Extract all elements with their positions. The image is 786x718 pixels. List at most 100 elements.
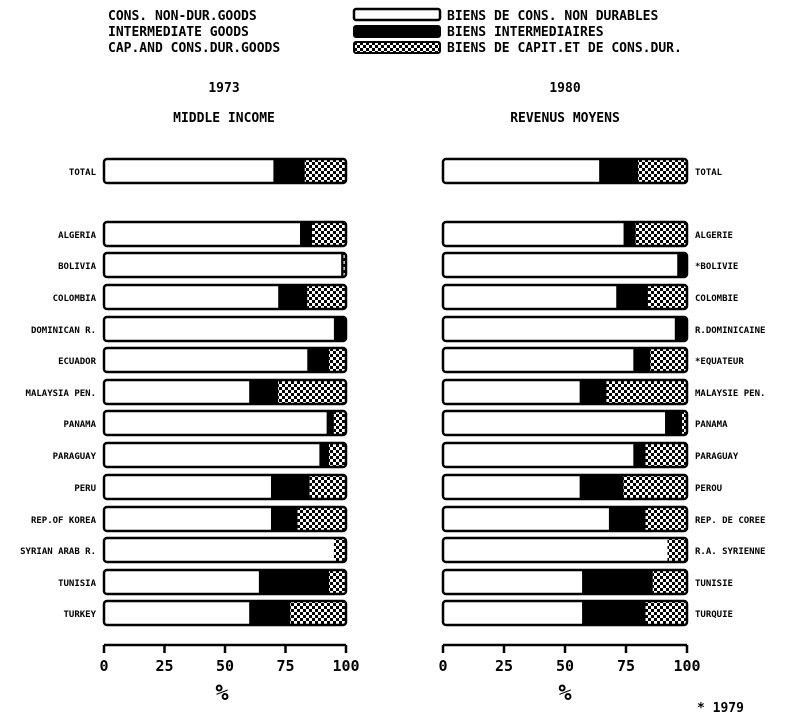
bar-1973-9-s0 bbox=[104, 475, 271, 499]
bar-1980-7-s0 bbox=[443, 411, 666, 435]
bar-1980-13-s1 bbox=[582, 601, 646, 625]
category-label-1973-5: ECUADOR bbox=[58, 357, 97, 367]
bar-frame-1980-0 bbox=[441, 157, 689, 185]
bar-1973-9-s1 bbox=[270, 475, 310, 499]
footnote: * 1979 bbox=[697, 701, 744, 716]
category-label-1973-6: MALAYSIA PEN. bbox=[26, 389, 96, 399]
plot-1980: TOTAL ALGERIE *BOLIVIE COLOMBIE R.DOMINICAIN… bbox=[438, 157, 765, 675]
bar-1973-12-s0 bbox=[104, 570, 259, 594]
category-label-1973-12: TUNISIA bbox=[58, 579, 97, 589]
bar-1973-0-s1 bbox=[273, 159, 305, 183]
bar-1980-6-s2 bbox=[606, 380, 687, 404]
bar-frame-1980-8 bbox=[441, 441, 689, 469]
bar-1980-1-s1 bbox=[623, 222, 636, 246]
category-label-1980-1: ALGERIE bbox=[695, 231, 733, 241]
category-label-1973-11: SYRIAN ARAB R. bbox=[20, 547, 96, 557]
bar-1980-10-s2 bbox=[645, 507, 687, 531]
title-1980: REVENUS MOYENS bbox=[510, 111, 620, 126]
bar-1973-10-s1 bbox=[270, 507, 298, 531]
bar-1980-0-s1 bbox=[599, 159, 639, 183]
bar-1973-5-s1 bbox=[307, 348, 330, 372]
xlabel-1980: % bbox=[558, 681, 572, 706]
bar-frame-1980-5 bbox=[441, 346, 689, 374]
legend-en-3: CAP.AND CONS.DUR.GOODS bbox=[108, 41, 280, 56]
bar-1980-3-s2 bbox=[647, 285, 687, 309]
category-label-1980-11: R.A. SYRIENNE bbox=[695, 547, 765, 557]
bar-1973-0-s2 bbox=[304, 159, 346, 183]
bar-1980-3-s0 bbox=[443, 285, 617, 309]
title-1973: MIDDLE INCOME bbox=[173, 111, 275, 126]
x-tick-label-1973-100: 100 bbox=[332, 657, 359, 675]
bar-frame-1973-0 bbox=[102, 157, 348, 185]
category-label-1980-4: R.DOMINICAINE bbox=[695, 326, 765, 336]
bar-1980-10-s1 bbox=[608, 507, 646, 531]
bar-1973-10-s0 bbox=[104, 507, 271, 531]
bar-frame-1980-2 bbox=[441, 251, 689, 279]
x-tick-label-1980-50: 50 bbox=[556, 657, 574, 675]
bar-1980-9-s1 bbox=[579, 475, 624, 499]
bar-frame-1973-7 bbox=[102, 409, 348, 437]
xlabel-1973: % bbox=[215, 681, 229, 706]
legend-fr-1: BIENS DE CONS. NON DURABLES bbox=[447, 9, 658, 24]
bar-frame-1973-10 bbox=[102, 505, 348, 533]
x-tick-label-1980-25: 25 bbox=[495, 657, 513, 675]
category-label-1980-3: COLOMBIE bbox=[695, 294, 738, 304]
year-1973: 1973 bbox=[208, 81, 239, 96]
bar-1980-2-s0 bbox=[443, 253, 678, 277]
panel-right: 1980 REVENUS MOYENS TOTAL ALGERIE *BOLIVIE… bbox=[438, 81, 765, 706]
legend-swatch-black bbox=[353, 25, 441, 38]
bar-1980-7-s1 bbox=[665, 411, 683, 435]
bar-1973-7-s1 bbox=[326, 411, 334, 435]
bar-1973-4-s1 bbox=[333, 317, 346, 341]
category-label-1980-5: *EQUATEUR bbox=[695, 357, 744, 367]
bar-1980-4-s0 bbox=[443, 317, 675, 341]
bar-1980-6-s1 bbox=[579, 380, 607, 404]
bar-1973-1-s0 bbox=[104, 222, 301, 246]
category-label-1973-1: ALGERIA bbox=[58, 231, 97, 241]
bar-frame-1973-6 bbox=[102, 378, 348, 406]
x-tick-label-1973-25: 25 bbox=[155, 657, 173, 675]
bar-1973-7-s2 bbox=[333, 411, 346, 435]
x-tick-label-1973-50: 50 bbox=[216, 657, 234, 675]
bar-frame-1980-7 bbox=[441, 409, 689, 437]
category-label-1973-4: DOMINICAN R. bbox=[31, 326, 96, 336]
bar-1973-8-s0 bbox=[104, 443, 320, 467]
bar-1980-5-s1 bbox=[633, 348, 651, 372]
category-label-1980-2: *BOLIVIE bbox=[695, 262, 738, 272]
bar-1980-9-s0 bbox=[443, 475, 580, 499]
bar-1973-7-s0 bbox=[104, 411, 327, 435]
x-tick-label-1980-75: 75 bbox=[617, 657, 635, 675]
x-tick-label-1980-0: 0 bbox=[438, 657, 447, 675]
category-label-1973-13: TURKEY bbox=[63, 610, 96, 620]
bar-frame-1980-9 bbox=[441, 473, 689, 501]
bar-frame-1973-9 bbox=[102, 473, 348, 501]
bar-1973-12-s1 bbox=[258, 570, 330, 594]
category-label-1973-8: PARAGUAY bbox=[53, 452, 97, 462]
bar-1973-3-s0 bbox=[104, 285, 279, 309]
bar-1980-5-s2 bbox=[650, 348, 687, 372]
year-1980: 1980 bbox=[549, 81, 580, 96]
bar-1973-9-s2 bbox=[309, 475, 346, 499]
bar-frame-1980-6 bbox=[441, 378, 689, 406]
bar-1973-13-s1 bbox=[249, 601, 291, 625]
bar-1980-13-s2 bbox=[645, 601, 687, 625]
legend-swatch-white bbox=[352, 7, 442, 22]
bar-frame-1973-4 bbox=[102, 315, 348, 343]
bar-1980-1-s2 bbox=[635, 222, 687, 246]
x-tick-label-1980-100: 100 bbox=[673, 657, 700, 675]
legend-en-2: INTERMEDIATE GOODS bbox=[108, 25, 249, 40]
bar-frame-1973-11 bbox=[102, 536, 348, 564]
bar-frame-1980-12 bbox=[441, 568, 689, 596]
category-label-1980-9: PEROU bbox=[695, 484, 722, 494]
legend-en-1: CONS. NON-DUR.GOODS bbox=[108, 9, 257, 24]
bar-frame-1980-13 bbox=[441, 599, 689, 627]
bar-1973-1-s1 bbox=[300, 222, 313, 246]
bar-1980-12-s2 bbox=[652, 570, 687, 594]
category-label-1980-7: PANAMA bbox=[695, 420, 728, 430]
bar-1980-5-s0 bbox=[443, 348, 634, 372]
bar-1973-2-s0 bbox=[104, 253, 342, 277]
category-label-1980-12: TUNISIE bbox=[695, 579, 733, 589]
bar-frame-1973-5 bbox=[102, 346, 348, 374]
bar-1973-8-s1 bbox=[319, 443, 330, 467]
